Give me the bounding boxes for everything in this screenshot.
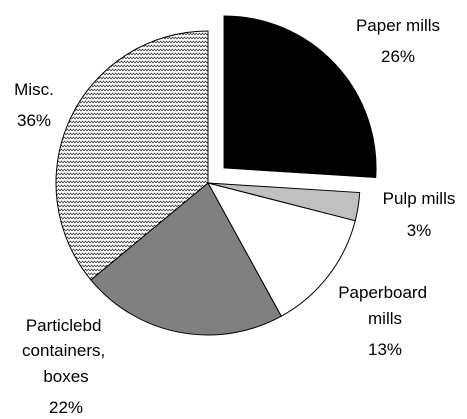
slice-label-pulp-mills: Pulp mills (383, 189, 456, 208)
slice-percent-particleboard: 22% (49, 398, 83, 417)
pie-slice-misc (55, 30, 209, 281)
slice-label-particleboard: Particlebd containers, boxes (22, 316, 110, 386)
slice-percent-paperboard-mills: 13% (368, 340, 402, 359)
pie-slice-particlebd-containers-boxes (90, 182, 282, 336)
slice-label-misc: Misc. (14, 80, 54, 99)
pie-slices (55, 15, 377, 336)
slice-percent-misc: 36% (17, 111, 51, 130)
pie-slice-paperboard-mills (207, 182, 356, 317)
slice-label-paperboard-mills: Paperboard mills (338, 283, 432, 328)
slice-percent-pulp-mills: 3% (407, 221, 432, 240)
slice-percent-paper-mills: 26% (381, 47, 415, 66)
slice-label-paper-mills: Paper mills (356, 16, 440, 35)
pie-slice-paper-mills (223, 15, 377, 179)
